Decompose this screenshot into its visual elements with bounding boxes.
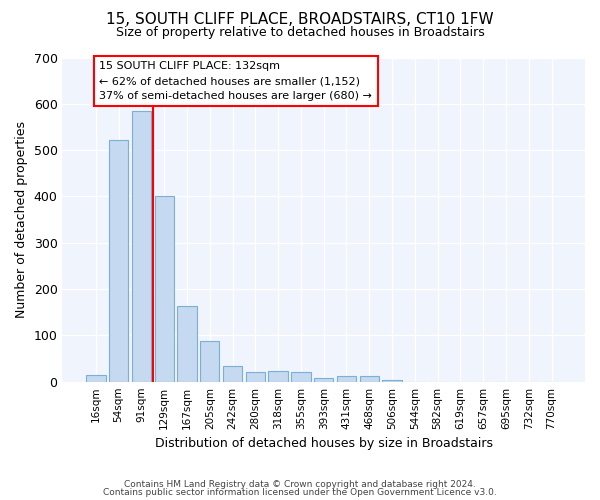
Bar (86, 374, 106, 382)
Bar (200, 341, 220, 382)
Bar (268, 372, 288, 382)
Text: Contains HM Land Registry data © Crown copyright and database right 2024.: Contains HM Land Registry data © Crown c… (124, 480, 476, 489)
Bar (359, 376, 379, 382)
Bar (337, 376, 356, 382)
Bar (382, 380, 402, 382)
Text: 15 SOUTH CLIFF PLACE: 132sqm
← 62% of detached houses are smaller (1,152)
37% of: 15 SOUTH CLIFF PLACE: 132sqm ← 62% of de… (99, 61, 372, 101)
Bar (155, 196, 174, 382)
Bar (314, 378, 334, 382)
Text: Size of property relative to detached houses in Broadstairs: Size of property relative to detached ho… (116, 26, 484, 39)
X-axis label: Distribution of detached houses by size in Broadstairs: Distribution of detached houses by size … (155, 437, 493, 450)
Y-axis label: Number of detached properties: Number of detached properties (15, 121, 28, 318)
Bar (245, 372, 265, 382)
Bar (291, 372, 311, 382)
Bar (132, 111, 151, 382)
Bar (109, 140, 128, 382)
Text: 15, SOUTH CLIFF PLACE, BROADSTAIRS, CT10 1FW: 15, SOUTH CLIFF PLACE, BROADSTAIRS, CT10… (106, 12, 494, 28)
Bar (223, 366, 242, 382)
Bar (178, 306, 197, 382)
Text: Contains public sector information licensed under the Open Government Licence v3: Contains public sector information licen… (103, 488, 497, 497)
